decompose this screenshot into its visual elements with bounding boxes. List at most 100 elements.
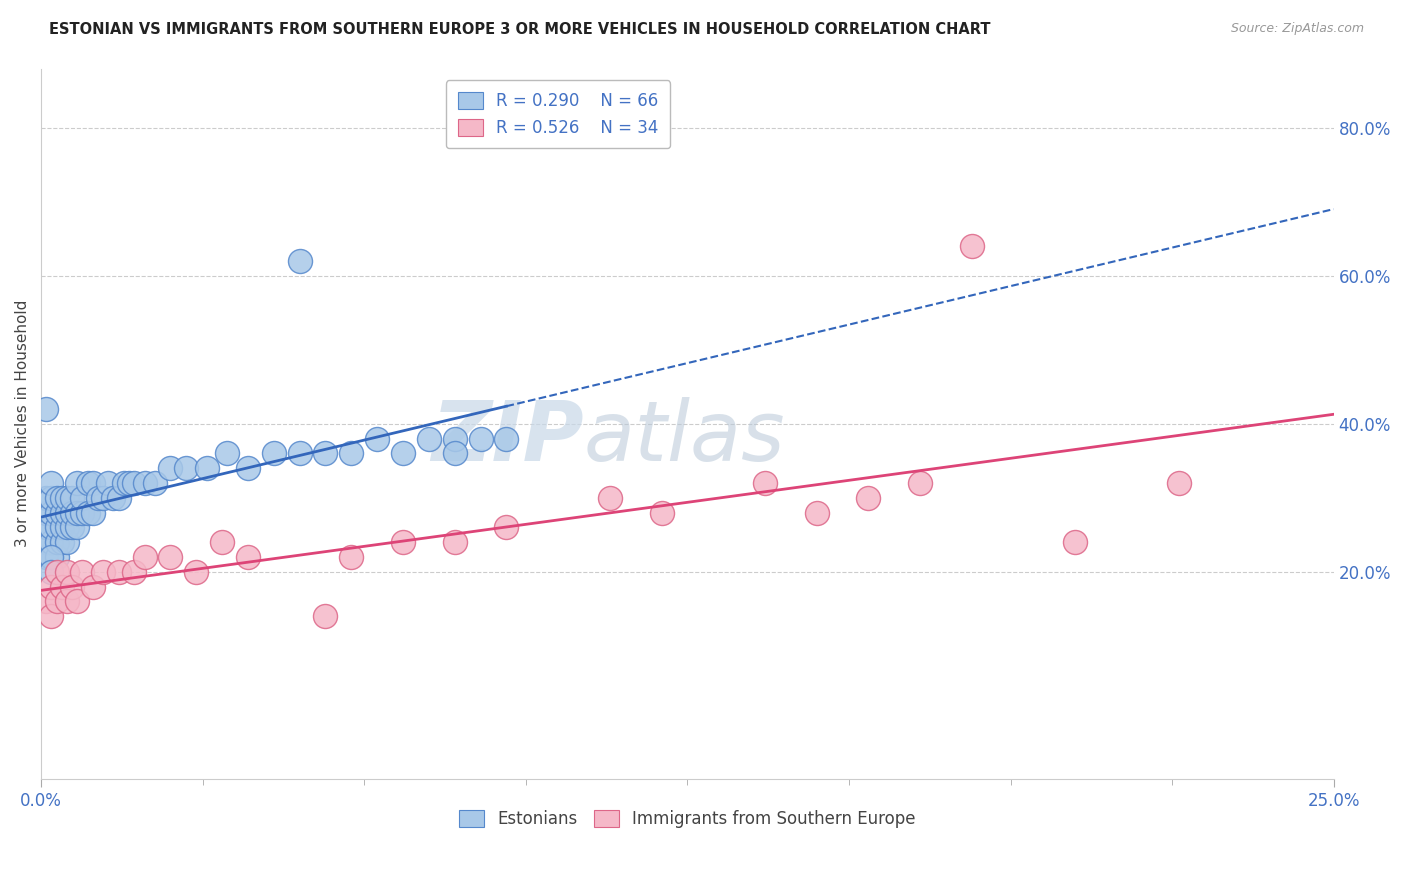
Point: [56, 535, 79, 549]
Point: [60, 506, 83, 520]
Point: [858, 491, 880, 505]
Point: [66, 594, 89, 608]
Point: [41, 506, 63, 520]
Point: [35, 491, 58, 505]
Point: [443, 446, 465, 460]
Point: [82, 580, 104, 594]
Point: [82, 475, 104, 490]
Point: [236, 461, 259, 475]
Point: [51, 506, 73, 520]
Point: [76, 475, 98, 490]
Point: [51, 580, 73, 594]
Point: [45, 565, 67, 579]
Text: ZIP: ZIP: [432, 398, 583, 478]
Point: [56, 594, 79, 608]
Point: [1064, 535, 1087, 549]
Point: [122, 475, 145, 490]
Point: [443, 432, 465, 446]
Point: [495, 432, 517, 446]
Point: [495, 520, 517, 534]
Point: [186, 565, 208, 579]
Point: [41, 491, 63, 505]
Point: [72, 565, 94, 579]
Point: [1167, 475, 1189, 490]
Point: [60, 520, 83, 534]
Point: [51, 491, 73, 505]
Point: [392, 446, 415, 460]
Point: [51, 535, 73, 549]
Point: [35, 401, 58, 416]
Point: [35, 594, 58, 608]
Point: [112, 475, 135, 490]
Point: [76, 506, 98, 520]
Point: [195, 461, 218, 475]
Point: [41, 520, 63, 534]
Point: [314, 446, 336, 460]
Point: [45, 535, 67, 549]
Text: ESTONIAN VS IMMIGRANTS FROM SOUTHERN EUROPE 3 OR MORE VEHICLES IN HOUSEHOLD CORR: ESTONIAN VS IMMIGRANTS FROM SOUTHERN EUR…: [49, 22, 991, 37]
Point: [103, 491, 125, 505]
Point: [41, 549, 63, 564]
Point: [134, 475, 156, 490]
Point: [107, 565, 129, 579]
Point: [392, 535, 415, 549]
Point: [908, 475, 931, 490]
Point: [418, 432, 440, 446]
Point: [118, 475, 141, 490]
Point: [134, 549, 156, 564]
Point: [45, 491, 67, 505]
Point: [236, 549, 259, 564]
Point: [288, 446, 311, 460]
Point: [443, 535, 465, 549]
Point: [340, 549, 363, 564]
Point: [45, 506, 67, 520]
Point: [651, 506, 673, 520]
Point: [599, 491, 621, 505]
Point: [41, 475, 63, 490]
Point: [470, 432, 492, 446]
Point: [754, 475, 776, 490]
Point: [60, 580, 83, 594]
Y-axis label: 3 or more Vehicles in Household: 3 or more Vehicles in Household: [15, 300, 30, 548]
Point: [91, 491, 114, 505]
Point: [91, 565, 114, 579]
Text: atlas: atlas: [583, 398, 786, 478]
Point: [56, 491, 79, 505]
Point: [56, 565, 79, 579]
Point: [174, 461, 197, 475]
Point: [122, 565, 145, 579]
Point: [159, 461, 181, 475]
Point: [806, 506, 828, 520]
Point: [66, 475, 89, 490]
Point: [41, 549, 63, 564]
Point: [159, 549, 181, 564]
Point: [41, 609, 63, 624]
Point: [41, 580, 63, 594]
Point: [72, 491, 94, 505]
Point: [217, 446, 239, 460]
Point: [56, 506, 79, 520]
Point: [45, 594, 67, 608]
Point: [35, 535, 58, 549]
Point: [263, 446, 285, 460]
Point: [45, 549, 67, 564]
Point: [82, 506, 104, 520]
Point: [56, 520, 79, 534]
Point: [51, 520, 73, 534]
Point: [366, 432, 388, 446]
Point: [211, 535, 233, 549]
Point: [41, 565, 63, 579]
Point: [35, 506, 58, 520]
Point: [72, 506, 94, 520]
Point: [960, 239, 983, 253]
Point: [340, 446, 363, 460]
Point: [107, 491, 129, 505]
Point: [66, 520, 89, 534]
Point: [288, 254, 311, 268]
Point: [41, 535, 63, 549]
Point: [60, 491, 83, 505]
Point: [35, 549, 58, 564]
Point: [35, 520, 58, 534]
Legend: Estonians, Immigrants from Southern Europe: Estonians, Immigrants from Southern Euro…: [453, 803, 922, 835]
Point: [87, 491, 110, 505]
